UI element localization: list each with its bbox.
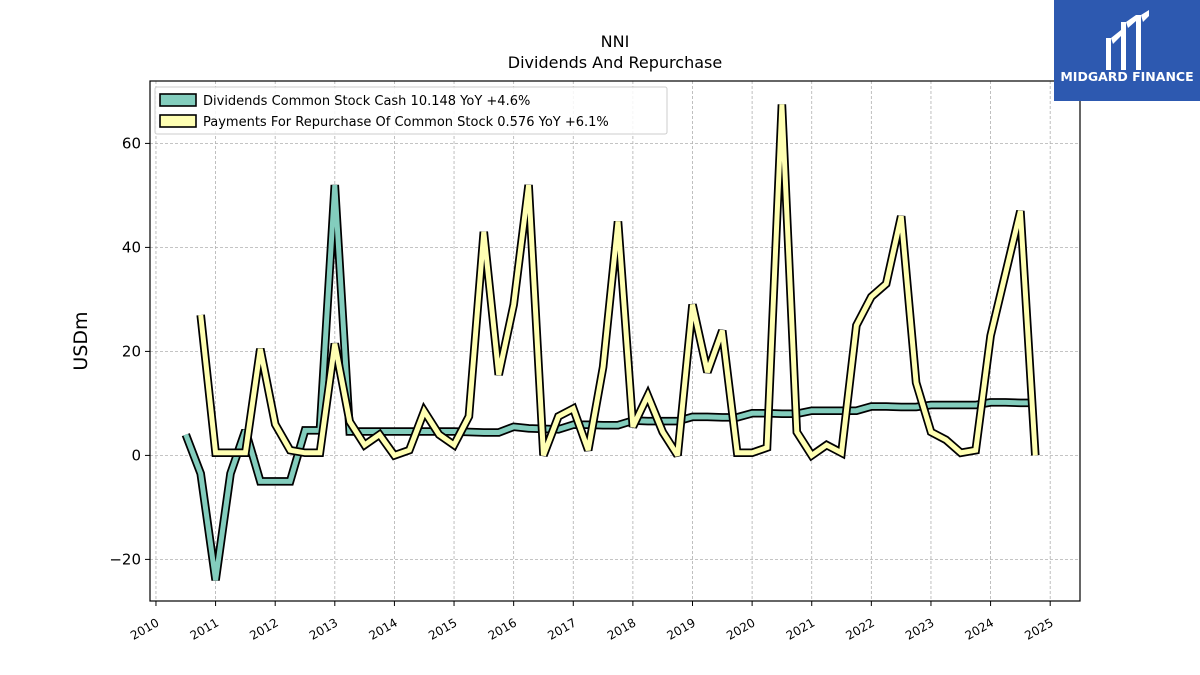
legend: Dividends Common Stock Cash 10.148 YoY +… [154, 86, 668, 135]
logo-text: MIDGARD FINANCE [1060, 69, 1193, 84]
chart-title: NNI [601, 32, 630, 51]
logo-mark-icon [1106, 10, 1149, 70]
y-tick-label: −20 [109, 550, 141, 568]
series-line-repurchase [196, 104, 1040, 462]
y-axis-label: USDm [70, 311, 92, 370]
y-tick-label: 40 [122, 238, 141, 256]
series-fill [183, 184, 1036, 581]
chart-subtitle: Dividends And Repurchase [508, 53, 722, 72]
series-fill [198, 104, 1038, 459]
series-line-dividends [181, 184, 1036, 581]
series-lines [181, 104, 1040, 581]
legend-label-dividends: Dividends Common Stock Cash 10.148 YoY +… [203, 94, 530, 109]
y-tick-label: 60 [122, 134, 141, 152]
legend-swatch-repurchase [159, 114, 197, 128]
legend-swatch-dividends [159, 93, 197, 107]
logo-background [1054, 0, 1200, 101]
grid-lines [150, 81, 1080, 601]
plot-area-frame [149, 80, 1081, 602]
y-tick-label: 0 [131, 446, 141, 464]
company-logo: MIDGARD FINANCE [1054, 0, 1200, 101]
y-axis-ticks: −20 0 20 40 60 [109, 134, 150, 568]
legend-label-repurchase: Payments For Repurchase Of Common Stock … [203, 115, 609, 130]
y-tick-label: 20 [122, 342, 141, 360]
legend-box [154, 86, 668, 135]
